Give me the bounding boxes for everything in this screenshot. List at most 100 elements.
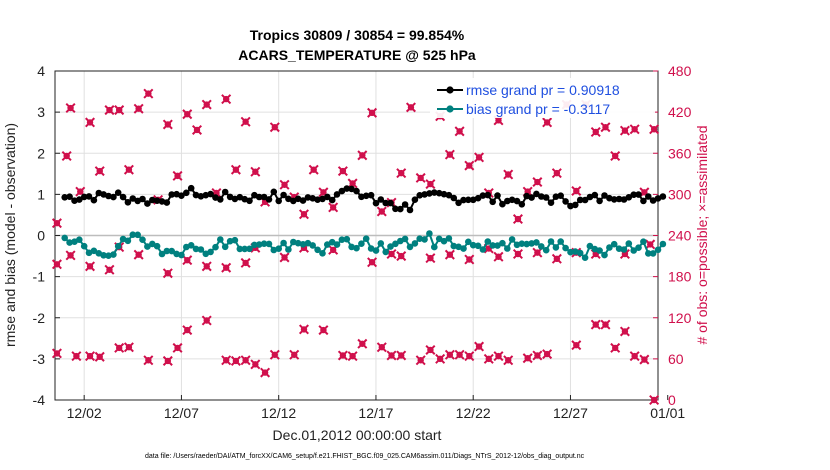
rmse-point (139, 195, 146, 203)
rmse-series (61, 184, 667, 214)
obs-count-marker (51, 218, 62, 229)
bias-point (90, 247, 98, 255)
y2-tick-label: 0 (668, 392, 676, 408)
obs-count-marker (133, 249, 144, 260)
obs-count-marker (162, 355, 173, 366)
rmse-point (114, 189, 122, 196)
data-file-footer: data file: /Users/raeder/DAI/ATM_forcXX/… (145, 453, 585, 460)
obs-count-marker (269, 122, 280, 133)
rmse-point (625, 194, 633, 201)
bias-point (465, 238, 472, 246)
obs-count-marker (104, 264, 115, 275)
rmse-point (601, 192, 608, 199)
y2-axis-label: # of obs: o=possible; ×=assimilated (694, 125, 710, 344)
rmse-point (562, 198, 569, 205)
y-tick-label: 0 (37, 228, 45, 244)
x-axis: 12/02 12/07 12/12 12/17 12/22 12/27 01/01 (67, 395, 685, 421)
bias-point (241, 245, 248, 253)
obs-count-marker (318, 187, 329, 198)
legend-box (430, 78, 655, 118)
obs-count-marker (425, 179, 436, 190)
bias-point (377, 240, 385, 247)
rmse-point (178, 192, 185, 199)
rmse-point (581, 196, 589, 204)
rmse-point (640, 197, 647, 205)
bias-point (255, 241, 263, 248)
bias-point (76, 236, 83, 243)
bias-point (251, 241, 258, 249)
obs-count-marker (386, 350, 397, 361)
rmse-point (362, 192, 370, 200)
obs-count-marker (182, 109, 193, 120)
x-tick-label: 12/22 (456, 405, 491, 421)
bias-point (187, 242, 195, 249)
obs-count-marker (123, 342, 134, 353)
obs-count-marker (512, 214, 523, 225)
rmse-point (416, 192, 424, 199)
obs-count-marker (367, 257, 378, 268)
obs-count-marker (201, 315, 212, 326)
rmse-point (260, 193, 268, 201)
rmse-point (494, 192, 501, 199)
obs-count-marker (493, 351, 504, 362)
rmse-point (440, 190, 448, 198)
bias-point (61, 234, 68, 242)
obs-count-marker (474, 341, 485, 352)
bias-point (659, 240, 667, 248)
obs-count-marker (396, 168, 407, 179)
rmse-point (129, 195, 137, 202)
bias-point (275, 245, 283, 252)
rmse-point (324, 193, 331, 201)
rmse-point (659, 193, 667, 200)
rmse-point (542, 194, 550, 201)
bias-point (333, 241, 341, 248)
obs-count-marker (600, 319, 611, 330)
obs-count-marker (279, 179, 290, 190)
rmse-point (76, 196, 83, 203)
obs-count-marker (610, 342, 621, 353)
bias-point (114, 242, 122, 250)
rmse-point (299, 197, 307, 204)
rmse-point (387, 199, 394, 207)
rmse-point (207, 190, 214, 198)
obs-count-marker (425, 253, 436, 264)
bias-point (401, 235, 409, 243)
rmse-point (547, 199, 555, 206)
rmse-point (124, 199, 132, 206)
bias-point (110, 251, 117, 258)
obs-count-marker (435, 353, 446, 364)
bias-point (392, 240, 399, 248)
obs-count-marker (71, 351, 82, 362)
obs-count-marker (551, 253, 562, 264)
obs-count-marker (532, 350, 543, 361)
rmse-point (372, 199, 380, 207)
rmse-point (187, 184, 195, 192)
obs-count-marker (629, 351, 640, 362)
rmse-point (450, 194, 458, 202)
rmse-point (144, 200, 151, 207)
obs-count-marker (425, 344, 436, 355)
rmse-point (255, 193, 263, 201)
bias-point (538, 243, 545, 250)
obs-count-marker (503, 169, 514, 180)
bias-point (207, 248, 214, 256)
obs-count-marker (162, 268, 173, 279)
bias-point (431, 243, 438, 251)
bias-point (421, 236, 428, 243)
rmse-point (635, 191, 642, 198)
y2-tick-label: 420 (668, 104, 692, 120)
legend: rmse grand pr = 0.90918 bias grand pr = … (430, 78, 655, 118)
bias-point (158, 250, 166, 258)
x-tick-label: 12/02 (67, 405, 102, 421)
obs-count-marker (298, 324, 309, 335)
obs-count-marker (512, 248, 523, 260)
y-tick-label: -2 (33, 310, 46, 326)
rmse-point (397, 205, 404, 213)
rmse-point (610, 196, 618, 203)
obs-count-marker (143, 88, 154, 99)
obs-count-marker (464, 160, 475, 171)
rmse-point (538, 193, 545, 200)
obs-count-marker (269, 349, 280, 360)
x-axis-label: Dec.01,2012 00:00:00 start (273, 427, 442, 443)
obs-count-marker (532, 177, 543, 188)
